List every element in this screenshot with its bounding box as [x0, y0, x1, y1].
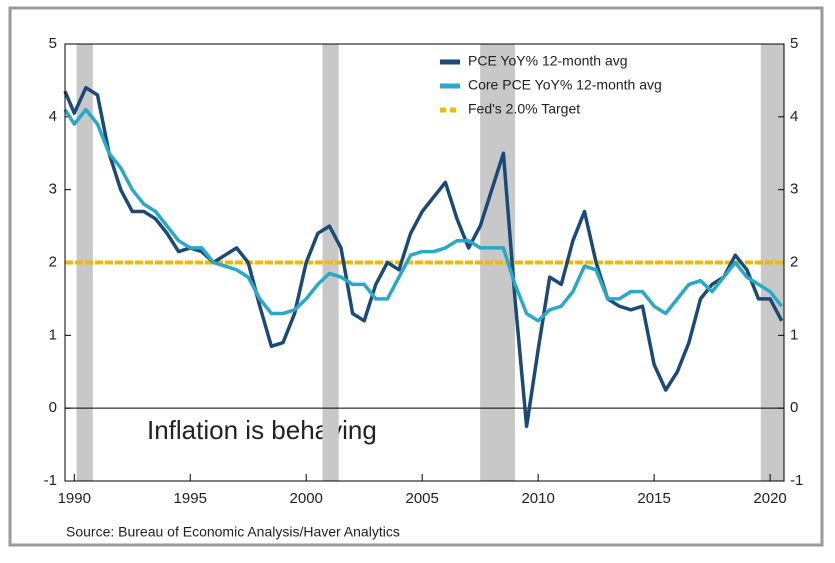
y-tick-label: 0: [49, 399, 57, 416]
source: Source: Bureau of Economic Analysis/Have…: [66, 524, 400, 540]
x-tick-label: 2000: [290, 490, 323, 507]
y-tick-label: 3: [49, 181, 57, 198]
x-tick-label: 2015: [637, 490, 670, 507]
x-tick-label: 2005: [405, 490, 438, 507]
series-line: [63, 107, 784, 323]
y2-tick-label: 4: [790, 108, 798, 125]
legend-label: Core PCE YoY% 12-month avg: [468, 77, 662, 93]
y2-tick-label: 2: [790, 253, 798, 270]
y-tick-label: 4: [49, 108, 57, 125]
legend-label: Fed's 2.0% Target: [468, 101, 580, 117]
plot-border: [64, 43, 785, 482]
y2-tick-label: 5: [790, 35, 798, 52]
y-tick-label: 1: [49, 326, 57, 343]
frame: [8, 6, 824, 547]
y2-tick-label: 3: [790, 181, 798, 198]
x-tick-label: 2010: [521, 490, 554, 507]
x-tick-label: 2020: [753, 490, 786, 507]
series-line: [63, 85, 784, 429]
recession-band: [76, 44, 93, 481]
y-tick-label: 2: [49, 253, 57, 270]
x-tick-label: 1990: [58, 490, 91, 507]
y2-tick-label: 1: [790, 326, 798, 343]
y2-tick-label: 0: [790, 399, 798, 416]
y2-tick-label: -1: [790, 472, 803, 489]
y-tick-label: -1: [44, 472, 57, 489]
legend-label: PCE YoY% 12-month avg: [468, 53, 628, 69]
annotation: Inflation is behaving: [147, 415, 377, 445]
y-tick-label: 5: [49, 35, 57, 52]
x-tick-label: 1995: [174, 490, 207, 507]
